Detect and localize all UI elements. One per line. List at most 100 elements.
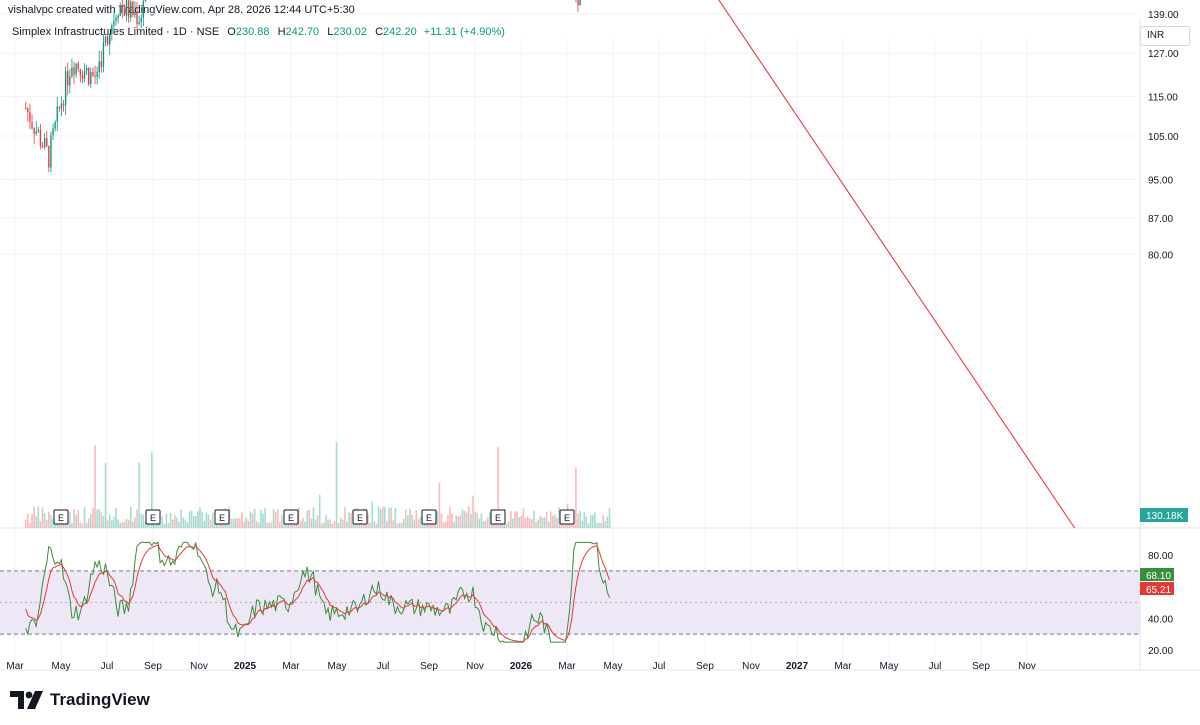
volume-bar	[230, 518, 233, 528]
volume-bar	[419, 516, 422, 528]
volume-bar	[123, 521, 126, 528]
price-tick-label: 95.00	[1148, 176, 1173, 187]
volume-bar	[350, 513, 353, 528]
volume-bar	[108, 514, 111, 528]
rsi-ma-value-box	[1140, 582, 1174, 595]
candle-body	[67, 71, 69, 86]
volume-bar	[195, 516, 197, 528]
volume-bar	[119, 522, 122, 528]
volume-bar	[392, 520, 395, 528]
volume-bar	[442, 522, 445, 528]
rsi-ma-line	[25, 544, 610, 643]
volume-bar	[29, 522, 31, 528]
volume-bar	[329, 519, 332, 528]
volume-bar	[289, 522, 292, 528]
volume-bar	[463, 511, 466, 528]
volume-bar	[132, 521, 134, 528]
earnings-marker	[283, 509, 299, 525]
open-label: O	[227, 26, 236, 38]
candle-body	[83, 71, 86, 79]
volume-bar	[174, 515, 176, 528]
volume-bar	[316, 515, 319, 528]
price-tick-label: 115.00	[1148, 92, 1178, 103]
high-value: 242.70	[285, 26, 320, 38]
volume-bar	[581, 520, 584, 528]
volume-bar	[606, 516, 609, 528]
volume-bar	[585, 516, 588, 528]
candle-body	[77, 63, 79, 69]
high-label: H	[277, 26, 286, 38]
volume-bar	[486, 517, 489, 528]
volume-bar	[411, 514, 413, 528]
candle-body	[96, 71, 98, 77]
volume-bar	[117, 519, 119, 528]
candle-body	[140, 17, 142, 23]
volume-bar	[100, 512, 103, 528]
volume-bar	[495, 521, 497, 528]
volume-bar	[484, 520, 487, 528]
volume-bar	[176, 517, 178, 528]
candle-body	[134, 11, 136, 16]
volume-bar	[417, 519, 420, 528]
volume-bar	[92, 507, 94, 528]
volume-bar	[253, 508, 256, 528]
volume-bar	[96, 509, 98, 528]
volume-bar	[543, 517, 546, 528]
volume-bar	[608, 508, 611, 528]
volume-label: 130.18K	[1146, 511, 1184, 522]
volume-bar	[104, 462, 107, 528]
volume-bar	[516, 511, 518, 528]
rsi-tick-label: 80.00	[1148, 551, 1173, 562]
volume-bar	[589, 515, 592, 528]
earnings-marker	[352, 509, 368, 525]
earnings-marker	[559, 509, 575, 525]
volume-bar	[594, 512, 596, 528]
volume-bar	[321, 523, 323, 528]
candle-body	[85, 67, 88, 72]
time-tick-label: May	[880, 661, 899, 672]
time-tick-label: 2026	[510, 661, 533, 672]
rsi-tick-label: 20.00	[1148, 646, 1173, 657]
volume-bar	[600, 522, 602, 528]
volume-bar	[598, 522, 600, 528]
volume-bar	[369, 522, 371, 528]
volume-bar	[255, 521, 258, 528]
volume-bar	[381, 506, 384, 528]
volume-bar	[375, 523, 378, 528]
volume-bar	[308, 509, 311, 528]
close-label: C	[375, 26, 384, 38]
candle-body	[138, 22, 140, 25]
volume-bar	[260, 509, 262, 528]
volume-bar	[243, 521, 245, 528]
earnings-marker-label: E	[495, 513, 501, 523]
volume-bar	[134, 517, 136, 528]
volume-bar	[407, 515, 409, 528]
volume-bar	[251, 513, 254, 528]
volume-bar	[192, 515, 195, 528]
volume-bar	[348, 512, 350, 528]
volume-bar	[150, 452, 153, 528]
volume-bar	[564, 521, 567, 528]
volume-bar	[579, 510, 581, 528]
earnings-marker-label: E	[357, 513, 363, 523]
volume-bar	[394, 507, 397, 528]
candle-body	[117, 15, 119, 19]
volume-bar	[575, 467, 577, 528]
time-tick-label: Sep	[972, 661, 990, 672]
volume-bar	[545, 511, 548, 528]
candle-body	[54, 121, 56, 129]
price-tick-label: 80.00	[1148, 250, 1173, 261]
volume-bar	[373, 521, 376, 528]
symbol-title[interactable]: Simplex Infrastructures Limited · 1D · N…	[12, 26, 220, 38]
volume-bar	[547, 521, 550, 528]
volume-bar	[535, 521, 537, 528]
candle-body	[90, 72, 92, 85]
volume-bar	[201, 511, 203, 528]
candle-body	[123, 8, 126, 16]
candle-body	[64, 71, 67, 106]
candle-body	[27, 108, 29, 113]
time-tick-label: 2027	[786, 661, 809, 672]
volume-bar	[87, 518, 90, 528]
time-tick-label: May	[52, 661, 71, 672]
